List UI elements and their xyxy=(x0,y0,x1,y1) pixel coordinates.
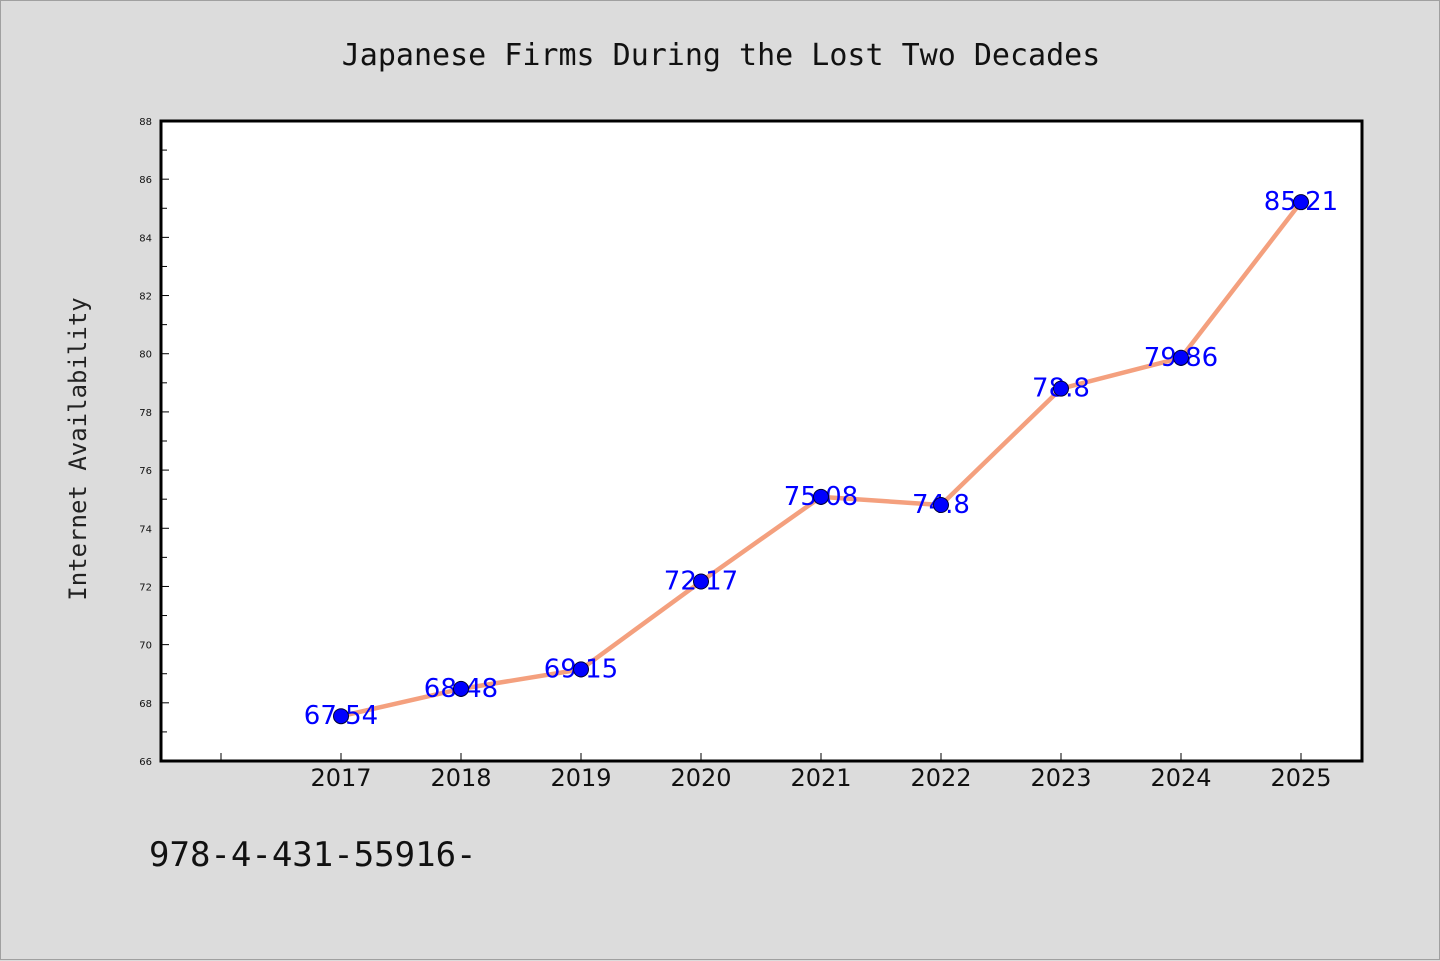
data-point xyxy=(453,680,469,697)
y-tick-label: 72 xyxy=(139,582,152,593)
x-tick-label: 2022 xyxy=(910,764,971,792)
data-point xyxy=(1053,380,1069,397)
x-tick-label: 2023 xyxy=(1030,764,1091,792)
footer-code: 978-4-431-55916- xyxy=(149,835,477,875)
y-tick-label: 84 xyxy=(139,233,152,244)
data-point xyxy=(693,573,709,590)
x-tick-label: 2020 xyxy=(670,764,731,792)
data-point xyxy=(1293,194,1309,211)
chart-title: Japanese Firms During the Lost Two Decad… xyxy=(342,38,1101,73)
x-tick-label: 2017 xyxy=(310,764,371,792)
data-point xyxy=(573,661,589,678)
data-point xyxy=(813,488,829,505)
y-tick-label: 76 xyxy=(139,466,152,477)
y-tick-label: 86 xyxy=(139,175,152,186)
plot-area xyxy=(161,121,1362,761)
y-tick-label: 66 xyxy=(139,757,152,768)
y-axis-label: Internet Availability xyxy=(64,297,92,600)
x-axis-ticks: 2017 2018 2019 2020 2021 2022 2023 2024 2025 xyxy=(220,753,1332,792)
y-tick-label: 78 xyxy=(139,408,152,419)
x-tick-label: 2018 xyxy=(430,764,491,792)
data-point xyxy=(1173,349,1189,366)
y-tick-label: 74 xyxy=(139,524,152,535)
data-point xyxy=(933,497,949,513)
x-tick-label: 2021 xyxy=(790,764,851,792)
x-tick-label: 2019 xyxy=(550,764,611,792)
plot-border xyxy=(159,119,1364,763)
x-tick-label: 2025 xyxy=(1270,764,1331,792)
y-tick-label: 88 xyxy=(139,117,152,128)
y-tick-label: 82 xyxy=(139,292,152,303)
data-point xyxy=(333,708,349,725)
y-tick-label: 68 xyxy=(139,699,152,710)
data-series: 67.5468.4869.1572.1775.0874.878.879.8685… xyxy=(304,187,1338,731)
y-tick-label: 70 xyxy=(139,641,152,652)
y-tick-label: 80 xyxy=(139,350,152,361)
x-tick-label: 2024 xyxy=(1150,764,1211,792)
